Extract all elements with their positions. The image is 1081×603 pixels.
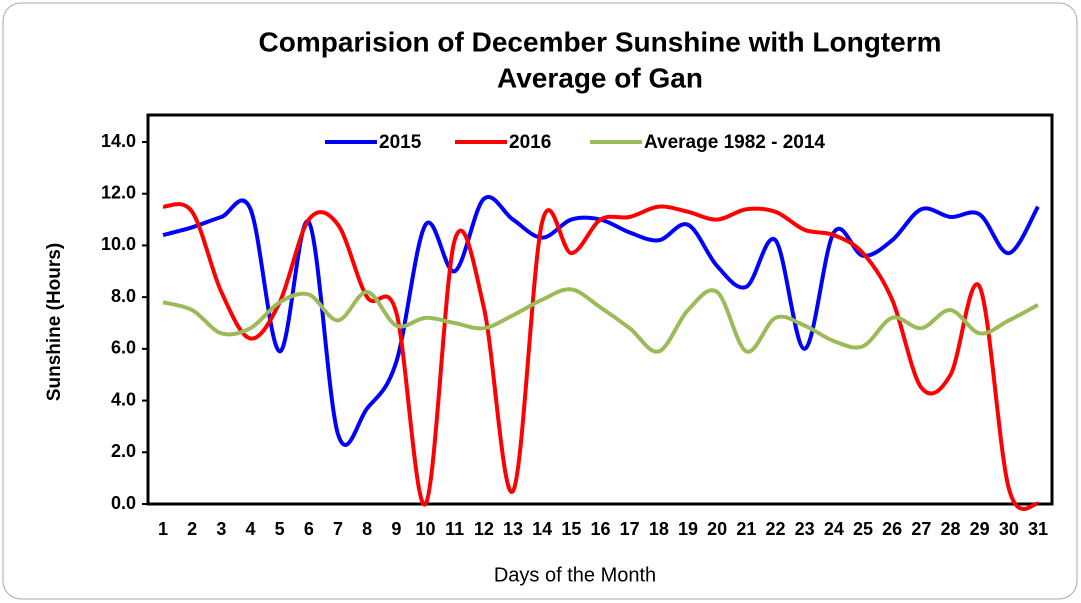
- x-tick-label: 2: [187, 519, 197, 539]
- x-tick-label: 19: [678, 519, 698, 539]
- legend-label: Average 1982 - 2014: [644, 132, 825, 153]
- y-tick-label: 4.0: [111, 389, 136, 409]
- y-tick-label: 14.0: [101, 131, 136, 151]
- y-tick-label: 8.0: [111, 286, 136, 306]
- x-axis-label: Days of the Month: [494, 564, 656, 586]
- legend-label: 2015: [379, 132, 422, 153]
- x-tick-label: 17: [620, 519, 640, 539]
- x-tick-label: 4: [245, 519, 255, 539]
- x-tick-label: 28: [940, 519, 960, 539]
- series-line: [162, 202, 1039, 511]
- x-tick-label: 11: [445, 519, 464, 539]
- x-tick-label: 27: [911, 519, 931, 539]
- x-tick-label: 14: [532, 519, 552, 539]
- x-tick-label: 30: [999, 519, 1019, 539]
- x-tick-label: 20: [707, 519, 727, 539]
- x-tick-label: 15: [561, 519, 581, 539]
- y-tick-label: 6.0: [111, 338, 136, 358]
- series-line: [162, 287, 1039, 354]
- x-tick-label: 10: [415, 519, 435, 539]
- x-tick-label: 9: [391, 519, 401, 539]
- x-tick-label: 24: [824, 519, 844, 539]
- x-tick-label: 3: [216, 519, 226, 539]
- y-tick-label: 10.0: [101, 234, 136, 254]
- x-tick-label: 16: [590, 519, 610, 539]
- y-tick-label: 12.0: [101, 182, 136, 202]
- x-tick-label: 29: [970, 519, 990, 539]
- x-tick-label: 5: [275, 519, 285, 539]
- x-tick-label: 13: [503, 519, 523, 539]
- legend-label: 2016: [509, 132, 551, 153]
- x-tick-label: 25: [853, 519, 873, 539]
- x-tick-label: 21: [736, 519, 756, 539]
- x-tick-label: 12: [474, 519, 494, 539]
- chart-title: Comparision of December Sunshine with Lo…: [259, 26, 942, 57]
- x-tick-label: 8: [362, 519, 372, 539]
- y-axis-label: Sunshine (Hours): [44, 243, 65, 401]
- y-tick-label: 0.0: [111, 493, 136, 513]
- x-tick-label: 31: [1028, 519, 1048, 539]
- x-tick-label: 26: [882, 519, 902, 539]
- x-tick-label: 22: [765, 519, 785, 539]
- x-tick-label: 23: [795, 519, 815, 539]
- x-tick-label: 1: [158, 519, 168, 539]
- x-tick-label: 7: [333, 519, 343, 539]
- chart-subtitle: Average of Gan: [497, 62, 703, 93]
- plot-area: [146, 113, 1054, 506]
- x-tick-label: 18: [649, 519, 669, 539]
- y-tick-label: 2.0: [111, 441, 136, 461]
- x-tick-label: 6: [304, 519, 314, 539]
